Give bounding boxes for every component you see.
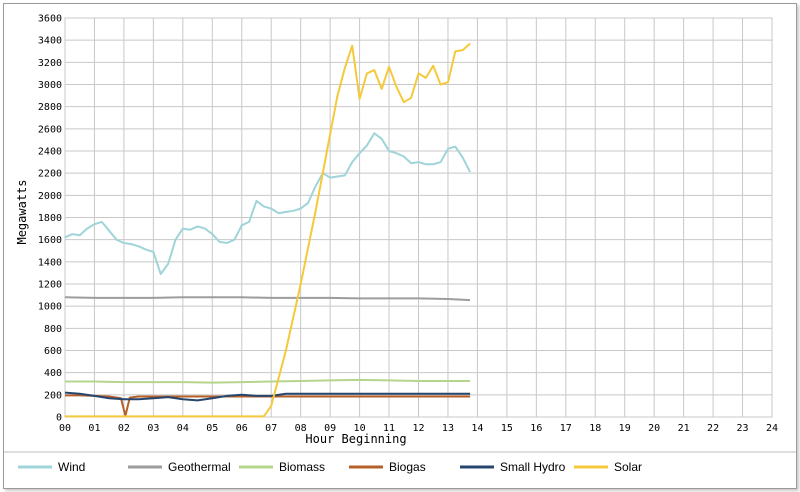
- y-tick-labels: 0 200 400 600 800 1000 1200 1400 1600 1800 2000 220…: [38, 14, 62, 424]
- x-tick-label: 19: [619, 423, 631, 434]
- x-tick-label: 04: [177, 423, 189, 434]
- x-axis-label: Hour Beginning: [305, 432, 406, 446]
- y-tick-label: 2000: [38, 191, 62, 202]
- y-tick-label: 1600: [38, 235, 62, 246]
- x-tick-label: 16: [530, 423, 542, 434]
- series-biogas-line: [65, 394, 471, 417]
- x-tick-label: 05: [206, 423, 218, 434]
- x-tick-label: 00: [59, 423, 71, 434]
- x-tick-label: 15: [501, 423, 513, 434]
- y-tick-label: 2800: [38, 102, 62, 113]
- y-tick-label: 2400: [38, 147, 62, 158]
- y-tick-label: 1200: [38, 280, 62, 291]
- y-tick-label: 3600: [38, 14, 62, 25]
- x-tick-labels: 00 01 02 03 04 05 06 07 08 09 10 11 12 13 14 15 16 17 18 19…: [59, 423, 778, 434]
- series-solar-line: [65, 42, 471, 418]
- legend-label-wind: Wind: [58, 460, 85, 474]
- x-tick-label: 07: [265, 423, 277, 434]
- x-tick-label: 14: [471, 423, 483, 434]
- x-tick-label: 02: [118, 423, 130, 434]
- y-tick-label: 3400: [38, 36, 62, 47]
- x-tick-label: 13: [442, 423, 454, 434]
- grid: [64, 17, 773, 418]
- legend-label-biomass: Biomass: [279, 460, 325, 474]
- y-tick-label: 600: [44, 346, 62, 357]
- x-tick-label: 08: [295, 423, 307, 434]
- series-geothermal-line: [64, 296, 471, 302]
- x-tick-label: 11: [383, 423, 395, 434]
- x-tick-label: 21: [678, 423, 690, 434]
- y-tick-label: 400: [44, 368, 62, 379]
- legend: Wind Geothermal Biomass Biogas Small Hydro So…: [18, 460, 642, 474]
- x-tick-label: 23: [737, 423, 749, 434]
- x-tick-label: 17: [560, 423, 572, 434]
- legend-label-biogas: Biogas: [389, 460, 426, 474]
- series-small-hydro-line: [64, 391, 471, 402]
- y-axis-label: Megawatts: [15, 179, 29, 244]
- y-tick-label: 1400: [38, 257, 62, 268]
- line-chart: 0200400600800100012001400160018002000220…: [4, 14, 796, 474]
- legend-label-small-hydro: Small Hydro: [500, 460, 566, 474]
- series-lines: [64, 42, 471, 418]
- legend-label-solar: Solar: [614, 460, 642, 474]
- y-tick-label: 200: [44, 390, 62, 401]
- series-wind-line: [64, 132, 471, 275]
- x-tick-label: 24: [766, 423, 778, 434]
- y-tick-label: 2200: [38, 169, 62, 180]
- x-tick-label: 09: [324, 423, 336, 434]
- x-tick-label: 06: [236, 423, 248, 434]
- x-tick-label: 12: [412, 423, 424, 434]
- x-tick-label: 18: [589, 423, 601, 434]
- y-tick-label: 1800: [38, 213, 62, 224]
- y-tick-label: 3200: [38, 58, 62, 69]
- y-tick-label: 0: [56, 413, 62, 424]
- y-tick-label: 1000: [38, 302, 62, 313]
- y-tick-label: 2600: [38, 124, 62, 135]
- x-tick-label: 01: [88, 423, 100, 434]
- series-biomass-line: [65, 378, 471, 384]
- chart-frame: 0 200 400 600 800 1000 1200 1400 1600 1800 2000 220…: [3, 3, 797, 489]
- y-tick-label: 3000: [38, 80, 62, 91]
- legend-label-geothermal: Geothermal: [168, 460, 231, 474]
- x-tick-label: 20: [648, 423, 660, 434]
- y-tick-label: 800: [44, 324, 62, 335]
- x-tick-label: 22: [707, 423, 719, 434]
- x-tick-label: 10: [354, 423, 366, 434]
- x-tick-label: 03: [147, 423, 159, 434]
